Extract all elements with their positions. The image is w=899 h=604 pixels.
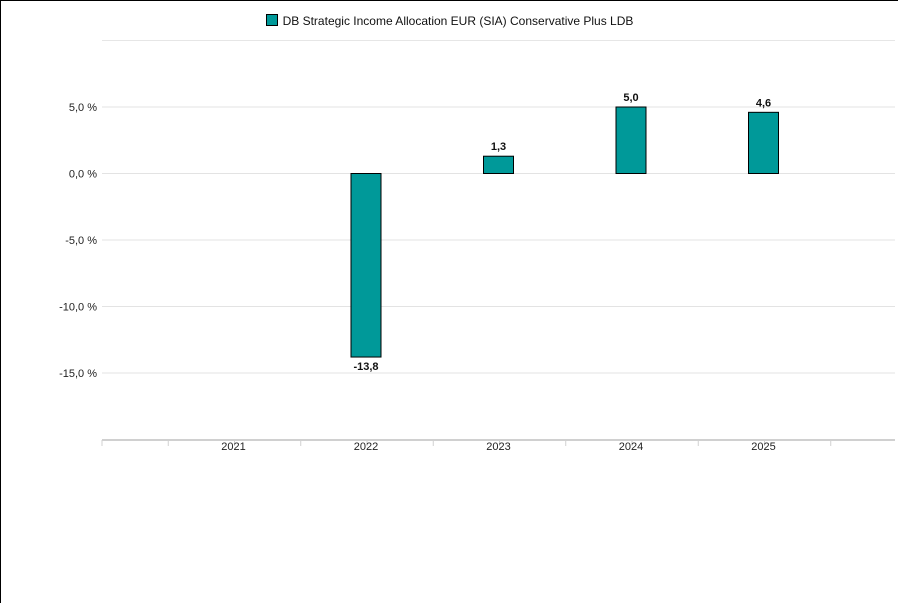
- data-labels: -13,8 1,3 5,0 4,6: [353, 92, 771, 373]
- x-tick-label: 2022: [354, 441, 378, 453]
- data-label-2023: 1,3: [491, 141, 506, 153]
- y-tick-label: 0,0 %: [69, 169, 97, 181]
- x-tick-label: 2023: [486, 441, 510, 453]
- y-tick-label: 5,0 %: [69, 102, 97, 114]
- bar-2025: [748, 111, 779, 174]
- y-tick-label: -5,0 %: [65, 235, 97, 247]
- data-label-2025: 4,6: [756, 97, 771, 109]
- bar-2024: [615, 106, 647, 174]
- data-label-2024: 5,0: [623, 92, 638, 104]
- bar-2023: [483, 155, 514, 175]
- y-axis: 5,0 % 0,0 % -5,0 % -10,0 % -15,0 %: [59, 102, 97, 380]
- x-tick-label: 2025: [751, 441, 775, 453]
- bar-2022: [350, 173, 382, 358]
- bars: [350, 106, 779, 358]
- x-tick-label: 2021: [221, 441, 245, 453]
- data-label-2022: -13,8: [353, 361, 378, 373]
- x-axis: 2021 2022 2023 2024 2025: [101, 439, 895, 453]
- gridlines: [102, 40, 895, 374]
- y-tick-label: -15,0 %: [59, 368, 97, 380]
- x-tick-label: 2024: [619, 441, 643, 453]
- legend: DB Strategic Income Allocation EUR (SIA)…: [0, 14, 899, 28]
- y-tick-label: -10,0 %: [59, 302, 97, 314]
- legend-swatch: [265, 14, 278, 26]
- legend-label: DB Strategic Income Allocation EUR (SIA)…: [282, 14, 634, 28]
